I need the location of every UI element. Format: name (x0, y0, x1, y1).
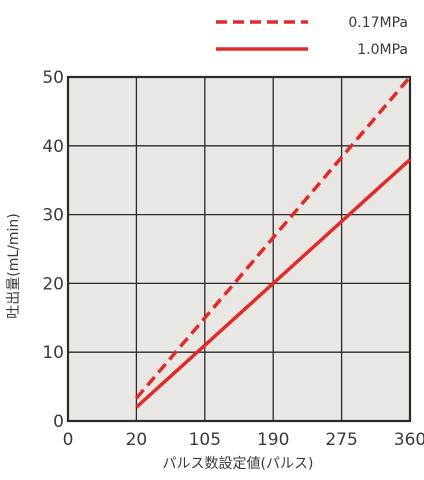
y-axis-title: 吐出量(mL/min) (6, 213, 22, 318)
y-tick-label: 50 (42, 68, 64, 88)
tick-labels: 0 20 105 190 275 360 0 10 20 30 40 50 (42, 68, 424, 450)
legend-label: 0.17MPa (348, 15, 408, 31)
plot-area (66, 75, 412, 423)
y-tick-label: 20 (42, 274, 64, 294)
series-line-1.0MPa (135, 158, 412, 409)
x-tick-label: 360 (394, 430, 424, 450)
series-layer (135, 75, 412, 409)
series-line-0.17MPa (135, 75, 412, 400)
y-tick-label: 30 (42, 206, 64, 226)
legend: 0.17MPa 1.0MPa (216, 15, 408, 58)
x-tick-label: 20 (126, 430, 148, 450)
x-axis-title: パルス数設定値(パルス) (163, 456, 314, 472)
plot-frame (66, 75, 412, 423)
plot-background (68, 77, 410, 421)
x-tick-label: 0 (63, 430, 74, 450)
x-tick-label: 190 (257, 430, 289, 450)
x-tick-label: 105 (189, 430, 221, 450)
y-tick-label: 40 (42, 137, 64, 157)
x-tick-label: 275 (325, 430, 357, 450)
y-tick-label: 10 (42, 343, 64, 363)
y-tick-label: 0 (53, 412, 64, 432)
legend-label: 1.0MPa (357, 42, 408, 58)
